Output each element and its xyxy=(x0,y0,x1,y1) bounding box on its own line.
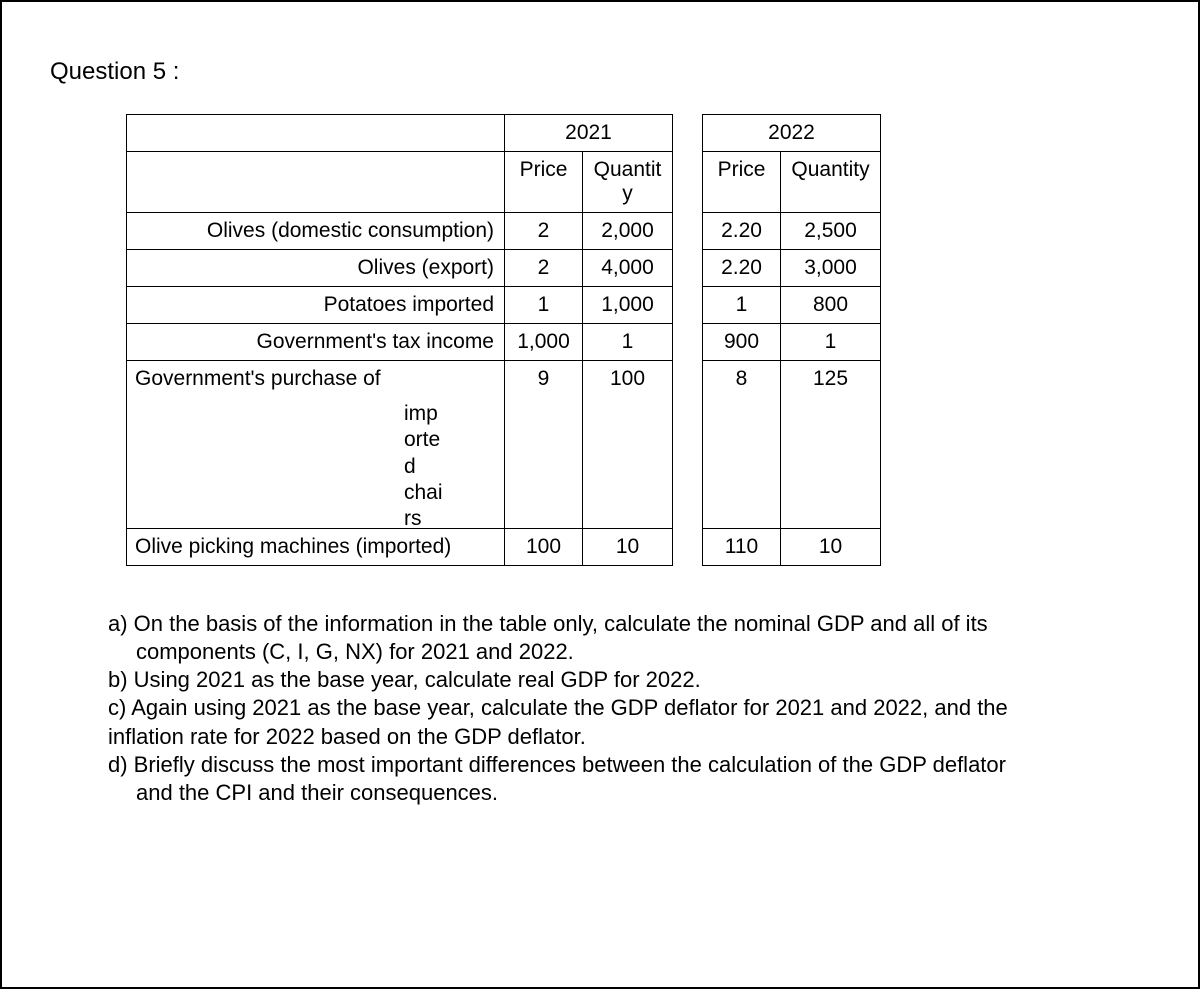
table-row: Government's tax income 1,000 1 900 1 xyxy=(127,324,881,361)
data-table: 2021 2022 Price Quantity Price Quantity … xyxy=(126,114,881,566)
table-row: Government's purchase of imp orte d chai… xyxy=(127,361,881,529)
table-row: Potatoes imported 1 1,000 1 800 xyxy=(127,287,881,324)
question-heading: Question 5 : xyxy=(50,58,1108,86)
year-2021-header: 2021 xyxy=(505,115,673,152)
col-qty-2022: Quantity xyxy=(781,152,881,213)
question-d: d) Briefly discuss the most important di… xyxy=(108,751,1088,779)
question-a: a) On the basis of the information in th… xyxy=(108,610,1088,638)
table-row: Olive picking machines (imported) 100 10… xyxy=(127,529,881,566)
table-row: Olives (export) 2 4,000 2.20 3,000 xyxy=(127,250,881,287)
question-list: a) On the basis of the information in th… xyxy=(108,610,1088,807)
col-price-2022: Price xyxy=(703,152,781,213)
col-qty-2021: Quantity xyxy=(583,152,673,213)
col-price-2021: Price xyxy=(505,152,583,213)
question-c: c) Again using 2021 as the base year, ca… xyxy=(108,694,1088,722)
question-b: b) Using 2021 as the base year, calculat… xyxy=(108,666,1088,694)
year-2022-header: 2022 xyxy=(703,115,881,152)
table-row: Olives (domestic consumption) 2 2,000 2.… xyxy=(127,213,881,250)
